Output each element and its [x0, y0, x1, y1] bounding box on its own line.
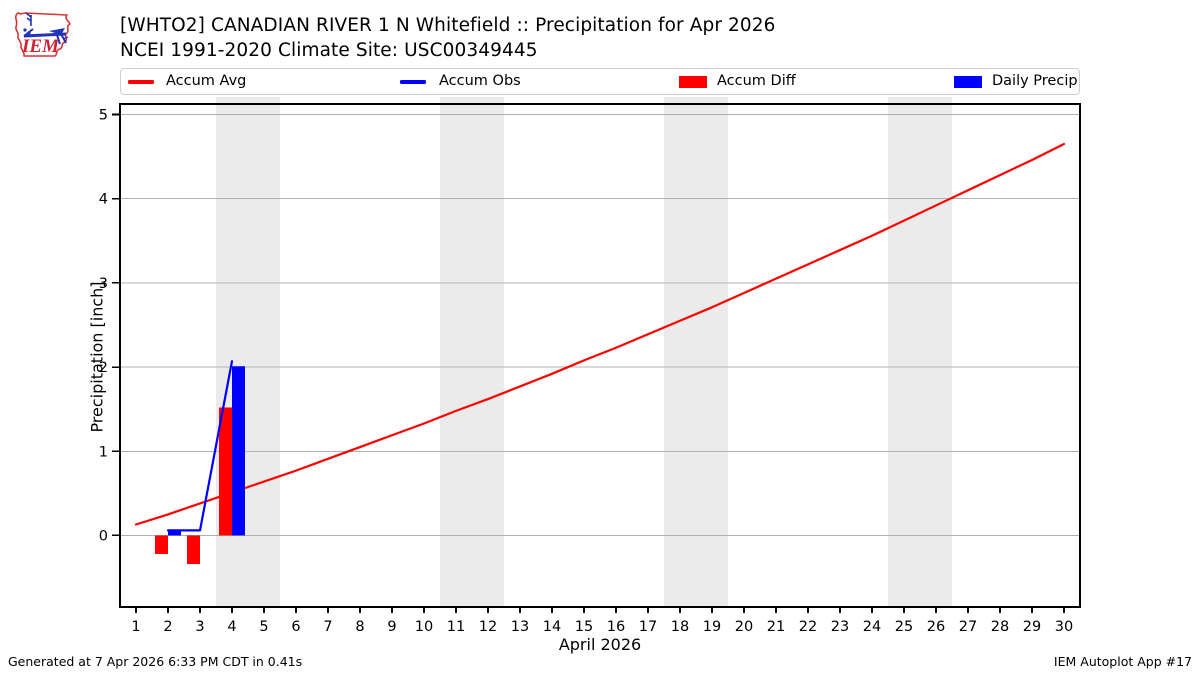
- x-tick-label: 28: [991, 619, 1009, 635]
- y-tick-label: 3: [99, 276, 108, 292]
- legend-label: Accum Diff: [717, 73, 796, 89]
- accum-avg-line: [134, 142, 1066, 526]
- x-tick-label: 30: [1055, 619, 1073, 635]
- x-tick-label: 21: [767, 619, 785, 635]
- y-tick-label: 0: [99, 528, 108, 544]
- x-tick-label: 29: [1023, 619, 1041, 635]
- x-tick-label: 25: [895, 619, 913, 635]
- y-tick-label: 5: [99, 108, 108, 124]
- page-title: [WHTO2] CANADIAN RIVER 1 N Whitefield ::…: [120, 15, 776, 36]
- page-subtitle: NCEI 1991-2020 Climate Site: USC00349445: [120, 40, 538, 61]
- x-tick-label: 19: [703, 619, 721, 635]
- x-tick-label: 23: [831, 619, 849, 635]
- x-tick-label: 14: [543, 619, 561, 635]
- x-tick-label: 16: [607, 619, 625, 635]
- x-tick-label: 9: [387, 619, 396, 635]
- plot-frame: [119, 103, 1081, 608]
- x-tick-label: 2: [163, 619, 172, 635]
- generated-at-text: Generated at 7 Apr 2026 6:33 PM CDT in 0…: [8, 654, 303, 669]
- accum-diff-bar: [219, 407, 232, 536]
- x-tick-label: 17: [639, 619, 657, 635]
- x-tick-label: 12: [479, 619, 497, 635]
- y-axis-label: Precipitation [inch]: [87, 281, 107, 433]
- x-tick-label: 10: [415, 619, 433, 635]
- chart-legend: Accum Avg Accum Obs Accum Diff Daily Pre…: [120, 68, 1080, 95]
- x-tick-label: 5: [259, 619, 268, 635]
- x-tick-label: 8: [355, 619, 364, 635]
- legend-label: Daily Precip: [992, 73, 1078, 89]
- y-tick-label: 4: [99, 192, 108, 208]
- x-tick-label: 22: [799, 619, 817, 635]
- x-tick-label: 6: [291, 619, 300, 635]
- daily-precip-bar: [168, 530, 181, 536]
- x-tick-label: 20: [735, 619, 753, 635]
- x-tick-label: 26: [927, 619, 945, 635]
- x-tick-label: 13: [511, 619, 529, 635]
- accum-obs-line: [166, 360, 234, 532]
- daily-precip-bar: [232, 366, 245, 536]
- x-tick-label: 7: [323, 619, 332, 635]
- iem-logo: IEM: [15, 12, 71, 57]
- x-tick-label: 27: [959, 619, 977, 635]
- weekend-band: [888, 97, 952, 607]
- accum-diff-patch-swatch-icon: [679, 75, 707, 88]
- x-tick-label: 1: [131, 619, 140, 635]
- x-tick-label: 24: [863, 619, 881, 635]
- legend-label: Accum Obs: [439, 73, 521, 89]
- daily-precip-patch-swatch-icon: [954, 75, 982, 88]
- accum-avg-line-swatch-icon: [128, 80, 154, 84]
- accum-diff-bar: [187, 535, 200, 565]
- x-tick-label: 3: [195, 619, 204, 635]
- weather-vane-icon: [23, 12, 69, 45]
- iem-logo-text: IEM: [21, 36, 60, 57]
- x-axis-label: April 2026: [558, 635, 642, 654]
- x-tick-label: 4: [227, 619, 236, 635]
- x-tick-label: 11: [447, 619, 465, 635]
- y-tick-label: 1: [99, 444, 108, 460]
- app-credit-text: IEM Autoplot App #17: [1053, 654, 1192, 669]
- x-tick-label: 18: [671, 619, 689, 635]
- x-tick-label: 15: [575, 619, 593, 635]
- weekend-band: [664, 97, 728, 607]
- y-tick-label: 2: [99, 360, 108, 376]
- legend-label: Accum Avg: [166, 73, 247, 89]
- accum-obs-line-swatch-icon: [400, 80, 426, 84]
- accum-diff-bar: [155, 535, 168, 554]
- weekend-band: [440, 97, 504, 607]
